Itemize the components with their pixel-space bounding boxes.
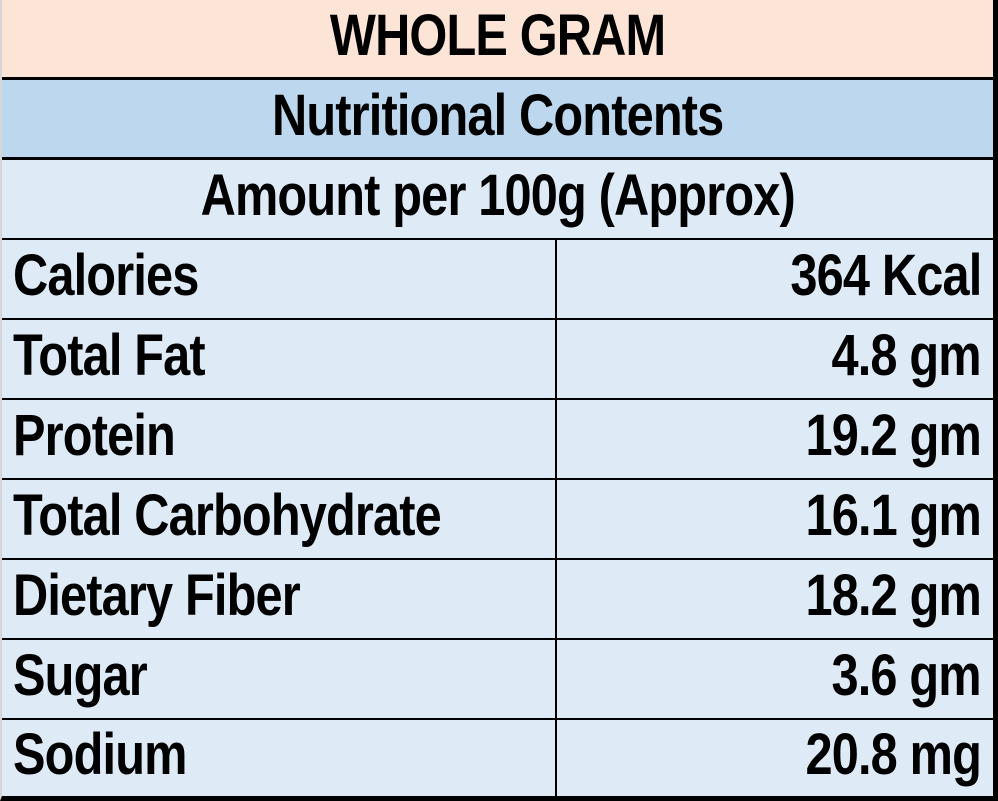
nutrient-label-cell: Total Carbohydrate	[2, 480, 557, 558]
nutrient-label-cell: Total Fat	[2, 320, 557, 398]
nutrient-row-total-carbohydrate: Total Carbohydrate 16.1 gm	[2, 480, 993, 560]
nutrient-label-cell: Sugar	[2, 640, 557, 718]
nutrient-label: Calories	[13, 243, 199, 308]
nutrient-value: 19.2 gm	[805, 403, 981, 468]
amount-header-row: Amount per 100g (Approx)	[2, 160, 993, 240]
title-row: WHOLE GRAM	[2, 0, 993, 80]
nutrient-row-sugar: Sugar 3.6 gm	[2, 640, 993, 720]
nutrient-value-cell: 16.1 gm	[557, 480, 993, 558]
nutrient-label-cell: Calories	[2, 240, 557, 318]
nutrient-row-total-fat: Total Fat 4.8 gm	[2, 320, 993, 400]
nutrient-value-cell: 3.6 gm	[557, 640, 993, 718]
amount-header: Amount per 100g (Approx)	[200, 163, 795, 228]
nutrient-value-cell: 18.2 gm	[557, 560, 993, 638]
nutrient-value-cell: 364 Kcal	[557, 240, 993, 318]
section-header-row: Nutritional Contents	[2, 80, 993, 160]
nutrient-value: 16.1 gm	[805, 483, 981, 548]
nutrient-row-sodium: Sodium 20.8 mg	[2, 720, 993, 796]
nutrient-label: Protein	[13, 403, 176, 468]
nutrient-row-protein: Protein 19.2 gm	[2, 400, 993, 480]
product-title: WHOLE GRAM	[329, 2, 666, 68]
nutrient-value-cell: 19.2 gm	[557, 400, 993, 478]
nutrient-row-dietary-fiber: Dietary Fiber 18.2 gm	[2, 560, 993, 640]
nutrient-label-cell: Sodium	[2, 720, 557, 796]
nutrient-label: Total Fat	[13, 323, 206, 388]
nutrient-label: Total Carbohydrate	[13, 483, 442, 548]
nutrient-value: 18.2 gm	[805, 563, 981, 628]
nutrient-row-calories: Calories 364 Kcal	[2, 240, 993, 320]
nutrient-value-cell: 4.8 gm	[557, 320, 993, 398]
nutrient-label-cell: Protein	[2, 400, 557, 478]
nutrient-value: 4.8 gm	[831, 323, 982, 388]
section-header: Nutritional Contents	[271, 82, 724, 148]
nutrient-value: 20.8 mg	[805, 722, 981, 787]
nutrient-value: 364 Kcal	[789, 243, 982, 308]
nutrient-value: 3.6 gm	[831, 643, 982, 708]
nutrient-label: Sodium	[13, 722, 187, 787]
nutrient-label-cell: Dietary Fiber	[2, 560, 557, 638]
nutrient-label: Dietary Fiber	[13, 563, 301, 628]
nutrient-value-cell: 20.8 mg	[557, 720, 993, 796]
nutrient-label: Sugar	[13, 643, 148, 708]
